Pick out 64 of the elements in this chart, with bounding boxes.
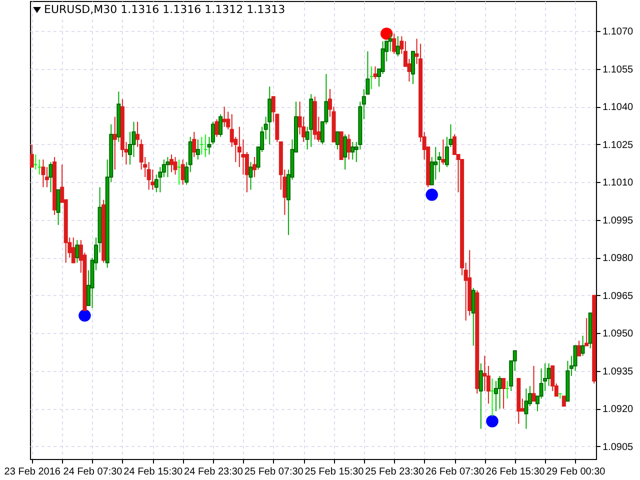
point [486, 415, 498, 428]
x-tick-label: 24 Feb 15:30 [124, 466, 184, 478]
candlestick [502, 378, 506, 410]
candlestick [41, 159, 46, 188]
candlestick [343, 134, 348, 170]
candlestick [478, 362, 483, 430]
y-tick-label: 1.1070 [602, 26, 634, 38]
candlestick [350, 141, 355, 160]
x-tick-label: 26 Feb 15:30 [486, 466, 546, 478]
x-tick-label: 25 Feb 15:30 [304, 466, 364, 478]
candlestick [410, 50, 415, 85]
y-tick-label: 1.0965 [602, 290, 634, 302]
x-tick-label: 26 Feb 07:30 [426, 466, 485, 478]
candlestick [336, 131, 340, 150]
candlestick [30, 144, 34, 168]
candlestick [222, 106, 226, 128]
y-tick-label: 1.1040 [602, 102, 634, 114]
x-tick-label: 29 Feb 00:30 [546, 466, 606, 478]
candlestick [75, 240, 80, 264]
x-tick-label: 24 Feb 23:30 [184, 466, 244, 478]
candlestick [252, 156, 257, 178]
y-tick-label: 1.1055 [602, 64, 634, 76]
candlestick [577, 340, 582, 356]
point [426, 188, 438, 201]
y-tick-label: 1.0935 [602, 366, 634, 378]
candlestick [192, 131, 196, 158]
candlestick [494, 380, 498, 412]
candlestick [248, 162, 253, 190]
y-tick-label: 1.0905 [602, 442, 634, 453]
candlestick [173, 156, 178, 176]
candlestick [268, 86, 272, 145]
candlestick [532, 365, 536, 402]
candlestick [112, 116, 117, 170]
y-tick-label: 1.1010 [602, 178, 634, 189]
candlestick [388, 33, 392, 52]
candlestick [524, 388, 528, 430]
candlestick [196, 138, 200, 160]
chart-title: EURUSD,M30 1.1316 1.1316 1.1312 1.1313 [44, 3, 286, 16]
candlestick [346, 134, 351, 160]
candlestick [71, 237, 76, 264]
candlestick [380, 40, 385, 74]
x-tick-label: 23 Feb 2016 [4, 466, 61, 478]
candlestick [562, 396, 566, 407]
candlestick [373, 66, 378, 80]
candlestick [170, 154, 174, 173]
candlestick [166, 156, 170, 178]
x-tick-label: 25 Feb 07:30 [244, 466, 304, 478]
candlestick [392, 33, 396, 54]
point [380, 28, 393, 40]
x-tick-label: 25 Feb 23:30 [365, 466, 425, 478]
y-tick-label: 1.0920 [602, 404, 634, 416]
point [78, 309, 91, 322]
candlestick [180, 159, 185, 186]
candlestick [396, 36, 400, 57]
x-tick-label: 24 Feb 07:30 [63, 466, 123, 478]
candlestick [584, 318, 589, 346]
y-tick-label: 1.0950 [602, 328, 634, 340]
candlestick [56, 189, 60, 226]
y-tick-label: 1.0995 [602, 215, 634, 226]
candlestick [218, 114, 223, 138]
y-tick-label: 1.0980 [602, 253, 634, 264]
candlestick [580, 335, 585, 356]
y-tick-label: 1.1025 [602, 140, 634, 151]
candlestick [441, 138, 446, 166]
